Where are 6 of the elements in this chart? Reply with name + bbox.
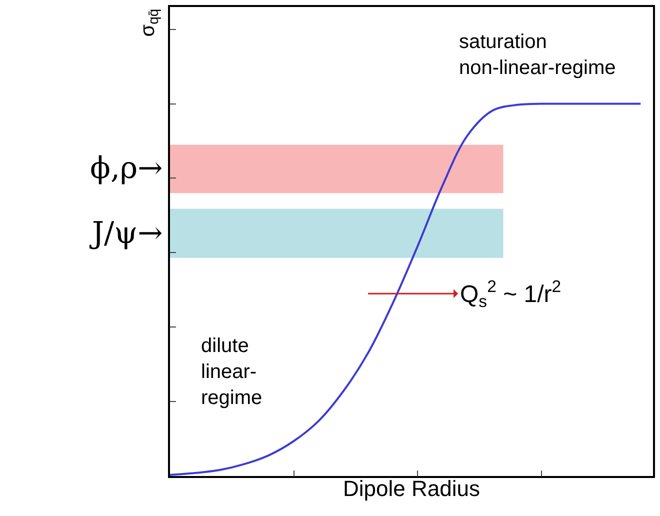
text: saturation non-linear-regime	[459, 31, 616, 79]
band-label: ϕ,ρ→	[90, 151, 163, 186]
annotation: dilute linear- regime	[201, 335, 262, 409]
x-axis-title: Dipole Radius	[343, 476, 480, 502]
annotation: Q$_{s}$$^{2}$ ~ 1/r$^{2}$	[460, 277, 562, 312]
band-label: J/ψ→	[89, 216, 163, 251]
